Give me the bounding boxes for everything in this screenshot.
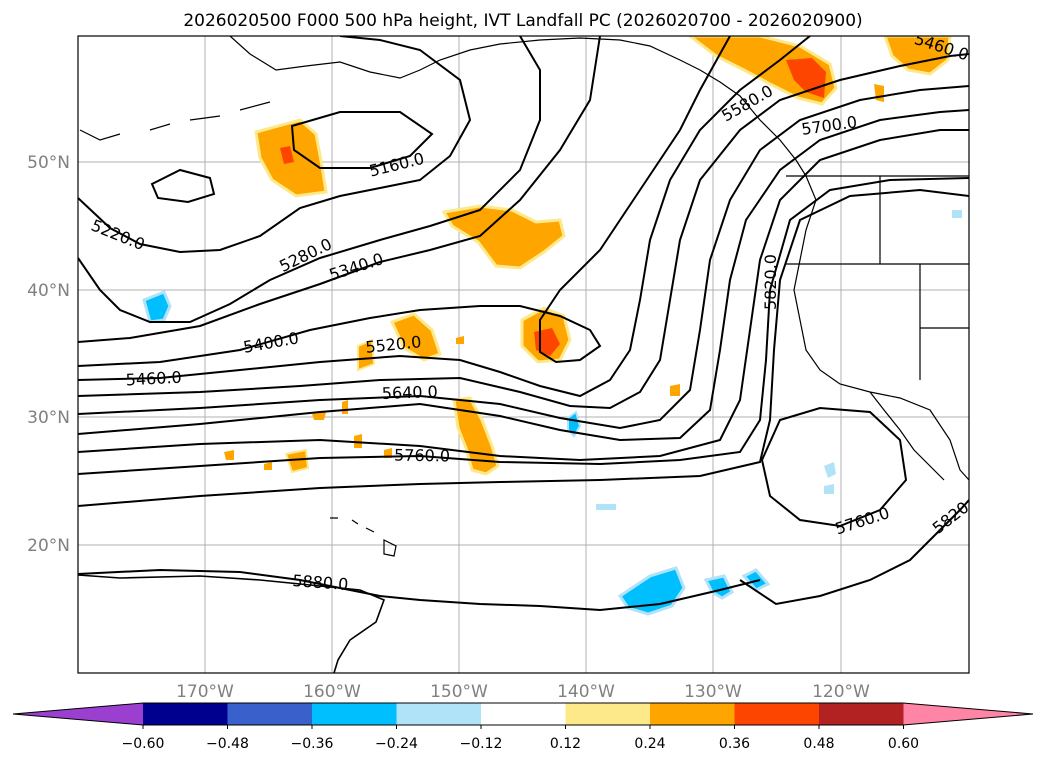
colorbar-tick-label-5: 0.12 — [550, 736, 581, 752]
contour-5520 — [78, 53, 969, 410]
contour-5700 — [78, 129, 969, 462]
colorbar-tick-label-1: −0.48 — [206, 736, 249, 752]
bc-coast — [793, 175, 969, 481]
gridlines — [78, 36, 969, 673]
ivt-neg-blob-east-2 — [824, 484, 834, 494]
contour-label-5640: 5640.0 — [382, 382, 439, 403]
ivt-blob-small-7 — [354, 434, 362, 448]
colorbar-tick-label-6: 0.24 — [634, 736, 665, 752]
ivt-blob-gulf-north — [687, 36, 838, 106]
height-contours — [78, 36, 969, 612]
latitude-labels: 50°N 40°N 30°N 20°N — [27, 153, 70, 556]
lon-label-170w: 170°W — [176, 682, 234, 702]
contour-5340 — [78, 36, 601, 343]
colorbar: −0.60 −0.48 −0.36 −0.24 −0.12 0.12 0.24 0.36 0.4… — [12, 702, 1034, 752]
colorbar-tick-label-0: −0.60 — [122, 736, 165, 752]
contour-5400 — [78, 36, 731, 367]
lon-label-160w: 160°W — [303, 682, 361, 702]
colorbar-tick-label-3: −0.24 — [375, 736, 418, 752]
ivt-neg-blob-west — [142, 290, 172, 324]
lat-label-20n: 20°N — [27, 536, 70, 556]
colorbar-tick-label-7: 0.36 — [719, 736, 750, 752]
colorbar-swatches — [13, 703, 1033, 725]
map-background — [78, 36, 969, 673]
ivt-blob-small-9 — [670, 384, 680, 396]
contour-5580 — [78, 85, 969, 430]
colorbar-bin-7 — [650, 703, 735, 725]
hawaii-islands — [330, 517, 397, 557]
contour-label-5880: 5880.0 — [292, 571, 349, 594]
colorbar-extend-low — [13, 703, 143, 725]
colorbar-bin-1 — [143, 703, 228, 725]
ivt-blob-midnorth — [441, 204, 566, 270]
ivt-blob-small-1 — [389, 312, 442, 362]
contour-5220 — [78, 36, 472, 254]
longitude-labels: 170°W 160°W 150°W 140°W 130°W 120°W — [176, 682, 870, 702]
alaska-coast — [229, 36, 807, 177]
lat-label-30n: 30°N — [27, 408, 70, 428]
contour-5880 — [78, 568, 761, 612]
states-borders — [786, 175, 969, 380]
contour-label-5460: 5460.0 — [125, 368, 182, 390]
ivt-blob-small-2 — [357, 338, 376, 372]
aleutians — [79, 101, 271, 141]
colorbar-tick-label-8: 0.48 — [803, 736, 834, 752]
colorbar-ticks: −0.60 −0.48 −0.36 −0.24 −0.12 0.12 0.24 0.36 0.4… — [122, 725, 919, 752]
central-america-coast — [78, 574, 386, 673]
map-panel: 5160.0 5220.0 5280.0 5340.0 5400.0 5460.… — [77, 35, 970, 674]
contour-5640 — [78, 109, 969, 442]
ivt-blob-small-11 — [264, 462, 272, 470]
lon-label-120w: 120°W — [812, 682, 870, 702]
map-frame — [77, 35, 970, 674]
colorbar-bin-4 — [396, 703, 482, 725]
ivt-blob-small-4 — [224, 450, 234, 460]
colorbar-bin-8 — [734, 703, 820, 725]
contour-label-5760: 5760.0 — [394, 446, 450, 466]
colorbar-bin-3 — [312, 703, 397, 725]
ivt-blob-small-3 — [284, 448, 310, 474]
figure-title: 2026020500 F000 500 hPa height, IVT Land… — [183, 11, 862, 31]
contour-5760 — [78, 177, 969, 475]
colorbar-bin-9 — [819, 703, 904, 725]
ivt-neg-blob-mid — [567, 410, 582, 438]
lat-label-40n: 40°N — [27, 281, 70, 301]
ivt-core-nw — [280, 146, 294, 164]
ivt-neg-blob-east-3 — [952, 210, 962, 218]
ivt-blob-ne — [883, 36, 952, 76]
colorbar-bin-5 — [481, 703, 566, 725]
baja — [869, 391, 945, 481]
ivt-neg-blob-south-2 — [703, 574, 734, 600]
contour-5820 — [78, 188, 969, 507]
lon-label-130w: 130°W — [684, 682, 742, 702]
lat-label-50n: 50°N — [27, 153, 70, 173]
lon-label-150w: 150°W — [430, 682, 488, 702]
contour-5820-south — [739, 499, 969, 606]
contour-5220-closed — [150, 168, 216, 204]
contour-label-5820: 5820.0 — [761, 254, 780, 310]
ivt-blob-small-8 — [456, 336, 464, 344]
contour-5760-closed — [760, 406, 908, 528]
colorbar-extend-high — [903, 703, 1033, 725]
colorbar-bin-2 — [227, 703, 313, 725]
colorbar-outline — [12, 702, 1034, 726]
ivt-blob-small-5 — [312, 412, 326, 420]
colorbar-tick-label-2: −0.36 — [291, 736, 334, 752]
lon-label-140w: 140°W — [557, 682, 615, 702]
ivt-blob-small-6 — [342, 400, 348, 414]
coastlines — [79, 36, 969, 481]
contour-5460 — [78, 36, 811, 398]
colorbar-tick-label-9: 0.60 — [888, 736, 919, 752]
ivt-neg-blob-east — [824, 462, 836, 478]
contour-5160 — [290, 111, 434, 169]
colorbar-tick-label-4: −0.12 — [460, 736, 503, 752]
ivt-blob-small-10 — [384, 448, 392, 458]
contour-5280 — [78, 36, 541, 323]
colorbar-bin-6 — [565, 703, 651, 725]
ivt-positive-shading — [224, 36, 952, 476]
ivt-neg-blob-small — [596, 504, 616, 510]
